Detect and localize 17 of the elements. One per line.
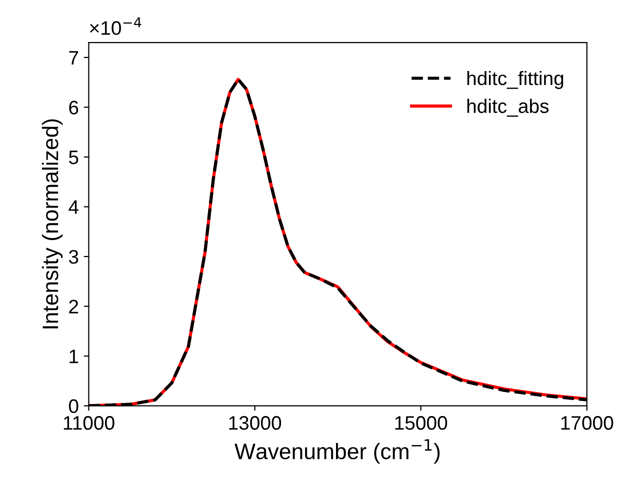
y-tick-label: 0 — [68, 399, 78, 414]
y-axis-title: Intensity (normalized) — [42, 119, 63, 328]
legend-label: hditc_fitting — [467, 70, 564, 90]
x-tick-label: 11000 — [64, 416, 114, 430]
y-tick-label: 1 — [70, 350, 78, 364]
y-tick-label: 6 — [69, 100, 78, 114]
y-tick-label: 5 — [68, 150, 78, 164]
text: ×10$^{−4}$ — [90, 17, 142, 35]
x-tick-label: 17000 — [561, 416, 614, 430]
x-tick-label: 15000 — [395, 416, 448, 430]
y-tick-label: 3 — [68, 250, 78, 264]
legend-label: hditc_abs — [467, 98, 549, 117]
y-tick-label: 2 — [69, 300, 78, 314]
y-tick-label: 4 — [68, 200, 78, 214]
x-tick-label: 13000 — [229, 416, 282, 430]
y-tick-label: 7 — [69, 51, 78, 65]
x-axis-title: Wavenumber (cm$^{−1}$) — [234, 439, 440, 464]
